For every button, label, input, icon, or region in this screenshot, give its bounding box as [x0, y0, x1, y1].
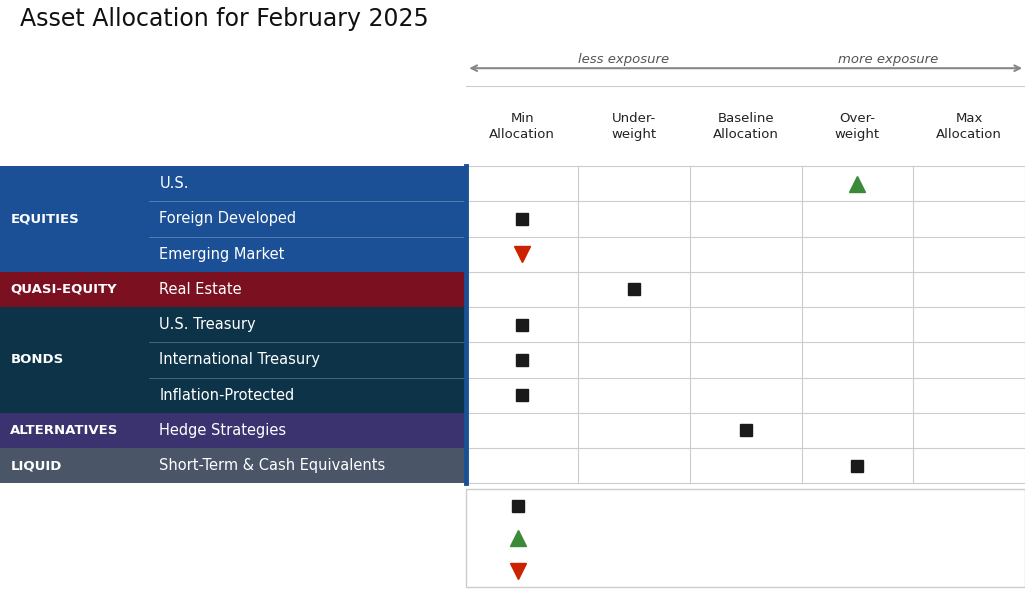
- Text: Asset Allocation for February 2025: Asset Allocation for February 2025: [20, 7, 429, 31]
- Text: Min
Allocation: Min Allocation: [489, 111, 556, 141]
- Bar: [0, 166, 466, 201]
- Bar: [466, 489, 1025, 587]
- Text: U.S.: U.S.: [160, 176, 189, 191]
- Text: ALTERNATIVES: ALTERNATIVES: [10, 424, 119, 437]
- Text: less exposure: less exposure: [578, 53, 669, 66]
- Text: Increasing compared to last month: Increasing compared to last month: [559, 531, 802, 545]
- Text: International Treasury: International Treasury: [160, 352, 321, 368]
- Text: Hedge Strategies: Hedge Strategies: [160, 423, 287, 438]
- Text: U.S. Treasury: U.S. Treasury: [160, 317, 256, 332]
- Bar: [0, 307, 466, 342]
- Bar: [0, 413, 466, 448]
- Text: more exposure: more exposure: [838, 53, 938, 66]
- Text: LIQUID: LIQUID: [10, 459, 61, 472]
- Bar: [0, 342, 466, 378]
- Text: Max
Allocation: Max Allocation: [936, 111, 1002, 141]
- Bar: [0, 448, 466, 483]
- Text: Baseline
Allocation: Baseline Allocation: [712, 111, 779, 141]
- Text: Inflation-Protected: Inflation-Protected: [160, 388, 295, 403]
- Text: Short-Term & Cash Equivalents: Short-Term & Cash Equivalents: [160, 458, 385, 473]
- Bar: [0, 237, 466, 272]
- Text: Decreasing compared to last month: Decreasing compared to last month: [559, 564, 809, 578]
- Text: No change from last month: No change from last month: [559, 499, 748, 512]
- Text: Emerging Market: Emerging Market: [160, 247, 285, 262]
- Text: Real Estate: Real Estate: [160, 282, 242, 297]
- Text: EQUITIES: EQUITIES: [10, 212, 79, 225]
- Text: BONDS: BONDS: [10, 353, 64, 366]
- Text: Under-
weight: Under- weight: [611, 111, 657, 141]
- Text: QUASI-EQUITY: QUASI-EQUITY: [10, 283, 117, 296]
- Bar: [0, 201, 466, 237]
- Bar: [0, 272, 466, 307]
- Text: Foreign Developed: Foreign Developed: [160, 212, 296, 227]
- Text: Over-
weight: Over- weight: [834, 111, 880, 141]
- Bar: [0, 378, 466, 413]
